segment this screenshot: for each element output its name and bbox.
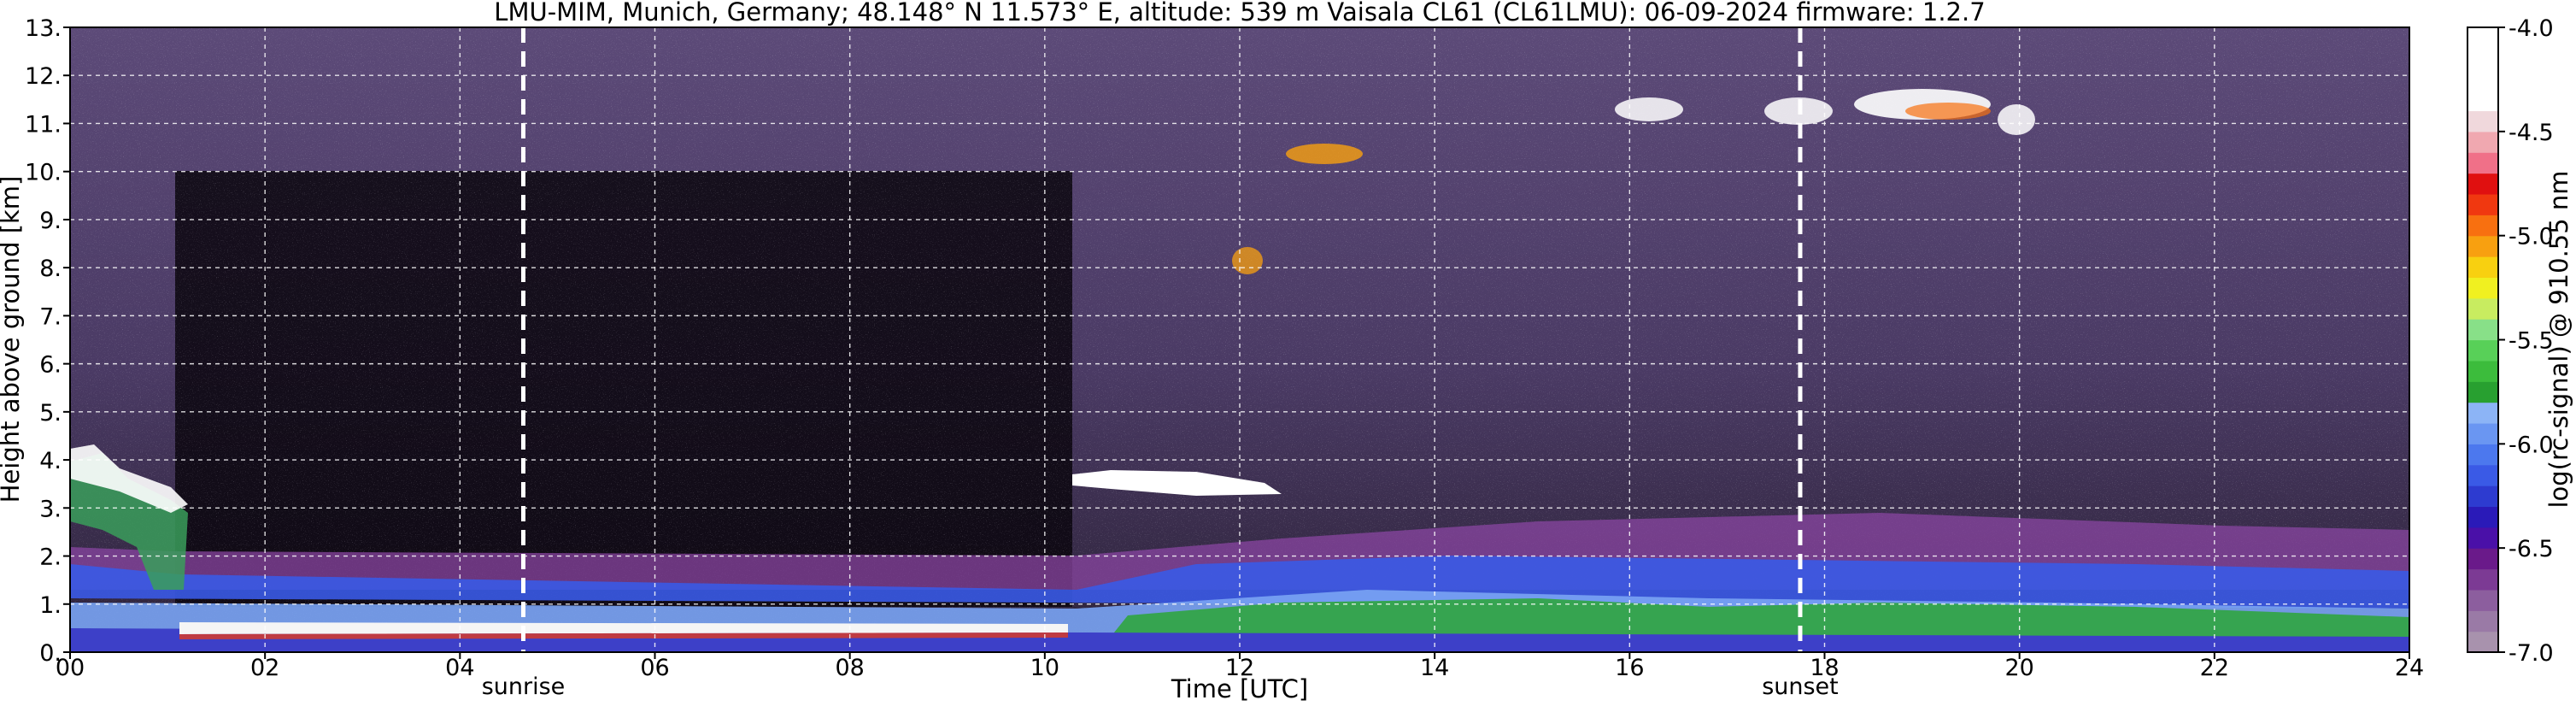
colorbar-swatch	[2467, 485, 2498, 508]
colorbar-swatch	[2467, 589, 2498, 611]
annotation-label-sunrise: sunrise	[482, 674, 566, 700]
x-tick-label: 24	[2395, 655, 2424, 681]
cirrus-patch-3	[1615, 97, 1683, 121]
colorbar-swatch	[2467, 193, 2498, 215]
colorbar-tick-label: -6.0	[2509, 432, 2554, 458]
colorbar-tick-label: -4.0	[2509, 15, 2554, 42]
colorbar-swatch	[2467, 402, 2498, 424]
colorbar-swatch	[2467, 610, 2498, 632]
y-tick-label: 10.	[25, 160, 62, 186]
night-stable-layer	[179, 622, 1068, 634]
x-tick-label: 00	[56, 655, 85, 681]
colorbar-swatch	[2467, 27, 2498, 49]
y-tick-label: 1.	[39, 592, 62, 619]
chart-title: LMU-MIM, Munich, Germany; 48.148° N 11.5…	[494, 0, 1985, 26]
grid-lines	[70, 27, 2409, 652]
colorbar-swatch	[2467, 173, 2498, 195]
colorbar-swatch	[2467, 110, 2498, 132]
colorbar-swatch	[2467, 68, 2498, 91]
colorbar-swatch	[2467, 360, 2498, 382]
x-tick-label: 12	[1225, 655, 1254, 681]
y-tick-label: 6.	[39, 352, 62, 379]
colorbar-tick-label: -5.5	[2509, 328, 2554, 355]
colorbar-swatch	[2467, 381, 2498, 403]
y-tick-label: 11.	[25, 111, 62, 138]
colorbar-swatch	[2467, 568, 2498, 591]
cirrus-patch-7	[1998, 104, 2035, 135]
x-tick-label: 10	[1030, 655, 1059, 681]
cirrus-patch-6	[1905, 103, 1991, 120]
colorbar-ticks: -4.0 -4.5 -5.0 -5.5 -6.0 -6.5 -7.0	[2498, 15, 2554, 667]
cirrus-patch-1	[1286, 144, 1363, 164]
y-tick-label: 4.	[39, 448, 62, 474]
colorbar-swatch	[2467, 319, 2498, 341]
x-tick-label: 04	[445, 655, 474, 681]
colorbar-swatch	[2467, 297, 2498, 320]
x-tick-label: 16	[1615, 655, 1644, 681]
x-tick-label: 22	[2200, 655, 2229, 681]
annotation-label-sunset: sunset	[1762, 674, 1839, 700]
colorbar-tick-label: -5.0	[2509, 224, 2554, 250]
annotation-lines	[520, 27, 1803, 652]
x-tick-label: 06	[640, 655, 669, 681]
y-tick-label: 12.	[25, 63, 62, 90]
colorbar-swatch	[2467, 215, 2498, 237]
colorbar-swatch	[2467, 339, 2498, 362]
colorbar-swatch	[2467, 256, 2498, 278]
colorbar-swatch	[2467, 422, 2498, 444]
colorbar-swatch	[2467, 48, 2498, 70]
y-tick-label: 0.	[39, 640, 62, 667]
y-axis-ticks: 0. 1. 2. 3. 4. 5. 6. 7. 8. 9. 10. 11. 12. 13.	[25, 15, 70, 667]
x-axis-label: Time [UTC]	[1171, 674, 1308, 703]
colorbar-swatch	[2467, 235, 2498, 257]
cirrus-patch-2	[1232, 247, 1263, 274]
y-tick-label: 7.	[39, 303, 62, 330]
early-cloud-top	[70, 444, 188, 513]
colorbar-swatch	[2467, 506, 2498, 528]
colorbar-swatch	[2467, 548, 2498, 570]
y-tick-label: 9.	[39, 208, 62, 234]
colorbar-swatch	[2467, 277, 2498, 299]
colorbar-swatch	[2467, 464, 2498, 486]
colorbar-swatch	[2467, 131, 2498, 153]
colorbar-tick-label: -4.5	[2509, 120, 2554, 146]
x-tick-label: 14	[1420, 655, 1449, 681]
mixing-layer-green	[1111, 598, 2409, 641]
y-tick-label: 3.	[39, 496, 62, 522]
night-stable-layer-edge	[179, 632, 1068, 639]
colorbar-swatch	[2467, 631, 2498, 653]
colorbar-tick-label: -6.5	[2509, 536, 2554, 562]
y-tick-label: 8.	[39, 256, 62, 282]
x-axis-ticks: 00 02 04 06 08 10 12 14 16 18 20 22 24 sunrise sunset	[56, 652, 2424, 700]
colorbar-tick-label: -7.0	[2509, 640, 2554, 667]
y-axis-label: Height above ground [km]	[0, 176, 25, 503]
y-tick-label: 13.	[25, 15, 62, 42]
colorbar-label: log(rc-signal) @ 910.55 nm	[2544, 170, 2573, 508]
x-tick-label: 18	[1810, 655, 1839, 681]
x-tick-label: 20	[2004, 655, 2033, 681]
colorbar	[2467, 26, 2499, 653]
colorbar-swatch	[2467, 527, 2498, 549]
colorbar-swatch	[2467, 152, 2498, 174]
x-tick-label: 08	[835, 655, 864, 681]
y-tick-label: 2.	[39, 544, 62, 571]
y-tick-label: 5.	[39, 400, 62, 427]
colorbar-swatch	[2467, 90, 2498, 112]
colorbar-swatch	[2467, 444, 2498, 466]
midlevel-cloud	[1072, 470, 1282, 496]
x-tick-label: 02	[250, 655, 279, 681]
